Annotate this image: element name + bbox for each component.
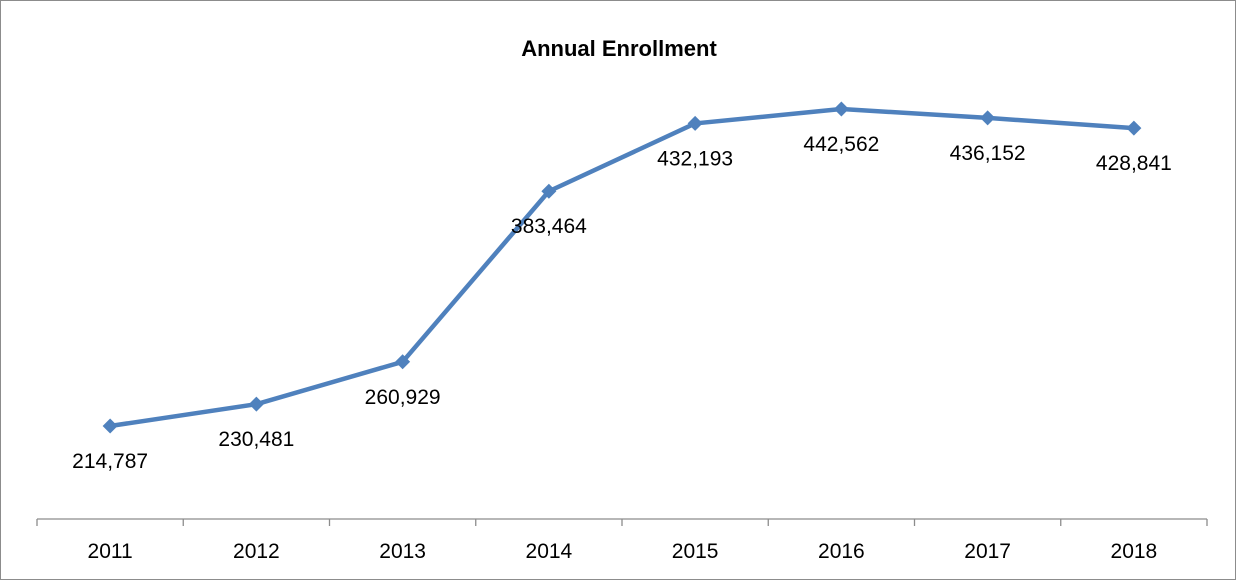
data-point-marker — [395, 354, 411, 370]
x-tick-label: 2012 — [233, 540, 280, 563]
data-point-marker — [980, 110, 996, 126]
data-label: 230,481 — [218, 428, 294, 451]
data-label: 260,929 — [365, 386, 441, 409]
x-axis: 2011 2012 2013 2014 2015 2016 2017 2018 — [36, 518, 1208, 563]
x-tick-label: 2016 — [818, 540, 865, 563]
data-label: 383,464 — [511, 215, 587, 238]
data-label: 428,841 — [1096, 152, 1172, 175]
marker-group — [102, 101, 1142, 434]
x-tick-label: 2018 — [1111, 540, 1158, 563]
data-label: 442,562 — [803, 133, 879, 156]
x-tick-label: 2014 — [526, 540, 573, 563]
chart-title: Annual Enrollment — [521, 36, 717, 61]
data-point-marker — [687, 115, 703, 131]
data-point-marker — [833, 101, 849, 117]
data-label: 214,787 — [72, 450, 148, 473]
x-tick-label: 2017 — [964, 540, 1011, 563]
series-line-group — [107, 106, 1137, 429]
series-line — [107, 106, 1137, 429]
data-point-marker — [1126, 120, 1142, 136]
data-point-marker — [248, 396, 264, 412]
x-tick-label: 2011 — [88, 540, 133, 563]
data-label-group: 214,787 230,481 260,929 383,464 432,193 442,5… — [72, 133, 1172, 473]
data-label: 432,193 — [657, 147, 733, 170]
data-label: 436,152 — [950, 142, 1026, 165]
data-point-marker — [102, 418, 118, 434]
data-point-marker — [541, 183, 557, 199]
x-tick-label: 2015 — [672, 540, 719, 563]
x-tick-label: 2013 — [379, 540, 426, 563]
